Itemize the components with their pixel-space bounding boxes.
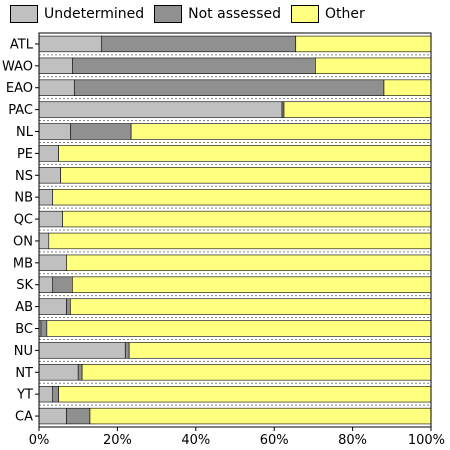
bar-segment-qc-other	[62, 210, 432, 228]
bar-segment-atl-undetermined	[38, 35, 103, 53]
y-tick-label: QC	[14, 213, 33, 228]
bar-segment-ab-undetermined	[38, 298, 67, 315]
bar-segment-qc-undetermined	[38, 210, 63, 228]
x-tick-label: 100%	[408, 433, 445, 448]
y-tick-label: ATL	[10, 37, 34, 52]
bar-segment-yt-not-assessed	[52, 385, 59, 403]
bar-segment-bc-not-assessed	[40, 320, 48, 337]
y-tick-label: YT	[16, 388, 33, 403]
bar-segment-ca-undetermined	[38, 407, 67, 425]
legend-label-undetermined: Undetermined	[44, 6, 145, 22]
legend-label-not-assessed: Not assessed	[188, 6, 281, 22]
bar-segment-nb-undetermined	[38, 188, 54, 206]
bar-segment-mb-other	[66, 254, 432, 272]
bar-segment-nt-undetermined	[38, 364, 79, 381]
legend-entry-not-assessed: Not assessed	[154, 5, 281, 23]
bar-segment-eao-not-assessed	[73, 79, 385, 96]
bar-segment-wao-other	[315, 57, 432, 75]
bar-segment-mb-undetermined	[38, 254, 67, 272]
bar-segment-nu-undetermined	[38, 342, 126, 359]
x-tick-label: 40%	[181, 433, 210, 448]
bar-segment-sk-undetermined	[38, 276, 54, 293]
y-tick-label: NL	[16, 125, 34, 140]
y-tick-label: PE	[17, 147, 33, 162]
y-tick-label: WAO	[2, 59, 33, 74]
bar-segment-nt-not-assessed	[77, 364, 83, 381]
x-tick-label: 80%	[338, 433, 367, 448]
bar-segment-nb-other	[52, 188, 432, 206]
y-tick-label: CA	[15, 410, 33, 425]
bar-segment-atl-other	[295, 35, 432, 53]
bar-segment-nt-other	[81, 364, 432, 381]
y-tick-label: NU	[14, 344, 33, 359]
y-tick-label: SK	[16, 278, 33, 293]
bar-segment-pac-undetermined	[38, 101, 283, 118]
y-tick-label: MB	[13, 256, 33, 271]
bar-segment-ca-not-assessed	[66, 407, 91, 425]
plot-frame	[38, 32, 432, 428]
bar-segment-wao-undetermined	[38, 57, 73, 75]
legend-entry-undetermined: Undetermined	[10, 5, 144, 23]
bar-segment-yt-other	[58, 385, 432, 403]
bar-segment-ca-other	[89, 407, 432, 425]
chart-legend: Undetermined Not assessed Other	[10, 4, 375, 24]
bar-segment-pac-other	[283, 101, 432, 118]
bar-segment-atl-not-assessed	[101, 35, 297, 53]
bar-segment-on-other	[48, 232, 432, 250]
bar-segment-ab-other	[70, 298, 432, 315]
bar-segment-wao-not-assessed	[72, 57, 316, 75]
bar-segment-nl-undetermined	[38, 123, 71, 140]
bar-segment-bc-other	[46, 320, 432, 337]
bar-segment-sk-other	[72, 276, 432, 293]
y-tick-label: NB	[14, 191, 33, 206]
x-tick-label: 60%	[260, 433, 289, 448]
y-tick-label: AB	[15, 300, 33, 315]
bar-segment-nu-not-assessed	[124, 342, 130, 359]
bar-segment-nu-other	[128, 342, 432, 359]
y-tick-label: ON	[13, 234, 33, 249]
bar-segment-ab-not-assessed	[66, 298, 71, 315]
legend-entry-other: Other	[291, 5, 365, 23]
legend-label-other: Other	[325, 6, 365, 22]
x-tick-label: 20%	[103, 433, 132, 448]
legend-swatch-other	[291, 5, 319, 23]
bar-segment-pe-undetermined	[38, 145, 59, 162]
bar-segment-sk-not-assessed	[52, 276, 73, 293]
y-tick-label: EAO	[6, 81, 33, 96]
bar-segment-yt-undetermined	[38, 385, 54, 403]
y-tick-label: PAC	[8, 103, 33, 118]
bar-segment-pe-other	[58, 145, 432, 162]
bar-segment-ns-other	[60, 167, 432, 184]
x-tick-label: 0%	[29, 433, 50, 448]
bar-segment-eao-undetermined	[38, 79, 75, 96]
legend-swatch-not-assessed	[154, 5, 183, 23]
bar-segment-ns-undetermined	[38, 167, 61, 184]
bar-segment-nl-not-assessed	[70, 123, 132, 140]
legend-swatch-undetermined	[10, 5, 38, 23]
y-tick-label: NS	[15, 169, 33, 184]
bar-segment-on-undetermined	[38, 232, 50, 250]
bar-segment-eao-other	[383, 79, 432, 96]
y-tick-label: NT	[15, 366, 33, 381]
bar-segment-nl-other	[130, 123, 432, 140]
y-tick-label: BC	[15, 322, 33, 337]
